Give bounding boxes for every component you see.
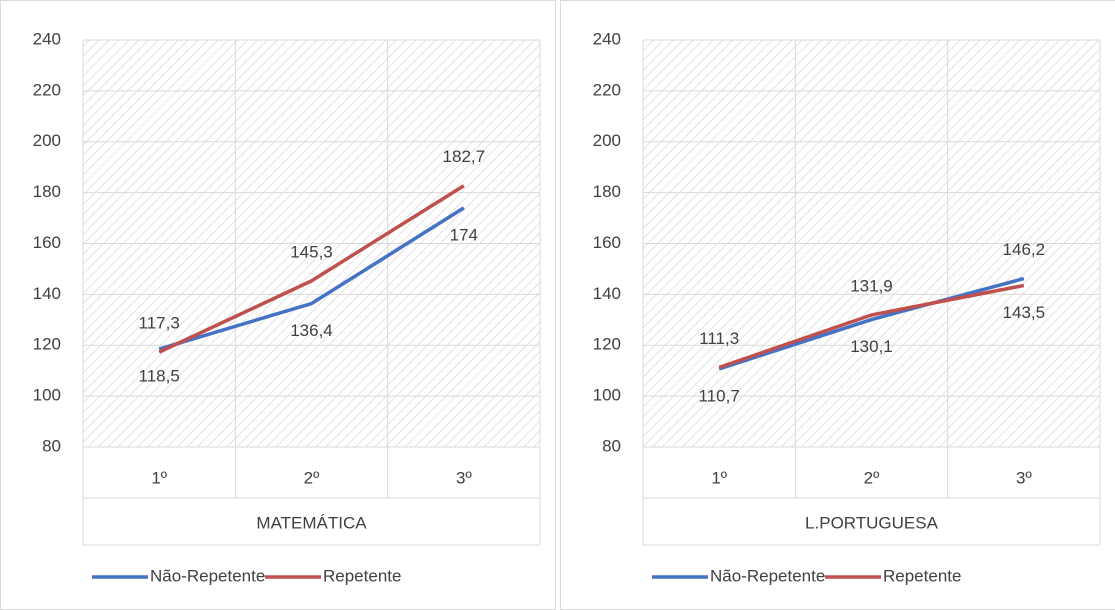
data-label: 136,4	[290, 321, 333, 340]
y-tick-label: 240	[33, 29, 61, 48]
data-label: 111,3	[699, 329, 739, 348]
series-line	[718, 283, 1025, 370]
x-tick-label: 3º	[1016, 468, 1032, 487]
y-tick-label: 80	[42, 436, 61, 455]
legend-label: Não-Repetente	[710, 566, 825, 585]
y-tick-label: 100	[593, 386, 621, 405]
y-tick-label: 240	[593, 29, 621, 48]
x-tick-label: 1º	[711, 468, 727, 487]
y-tick-label: 220	[593, 80, 621, 99]
y-tick-label: 160	[593, 233, 621, 252]
series-line	[158, 206, 465, 351]
x-tick-label: 3º	[456, 468, 472, 487]
y-tick-label: 80	[602, 436, 621, 455]
y-tick-label: 120	[33, 335, 61, 354]
legend-label: Não-Repetente	[150, 566, 265, 585]
data-label: 110,7	[699, 386, 740, 405]
y-tick-label: 140	[33, 284, 61, 303]
data-label: 182,7	[443, 147, 486, 166]
series-line	[158, 184, 465, 354]
data-label: 130,1	[850, 337, 893, 356]
y-tick-label: 200	[593, 131, 621, 150]
data-label: 146,2	[1003, 240, 1046, 259]
data-label: 117,3	[139, 314, 180, 333]
data-label: 118,5	[139, 367, 180, 386]
data-label: 145,3	[290, 242, 333, 261]
data-label: 143,5	[1003, 303, 1046, 322]
data-label: 131,9	[850, 276, 893, 295]
legend-label: Repetente	[883, 566, 961, 585]
y-tick-label: 180	[33, 182, 61, 201]
x-tick-label: 2º	[864, 468, 880, 487]
data-label: 174	[450, 225, 478, 244]
y-tick-label: 100	[33, 386, 61, 405]
x-tick-label: 2º	[304, 468, 320, 487]
y-tick-label: 140	[593, 284, 621, 303]
y-tick-label: 180	[593, 182, 621, 201]
category-group-label: MATEMÁTICA	[256, 513, 367, 532]
y-tick-label: 200	[33, 131, 61, 150]
y-tick-label: 160	[33, 233, 61, 252]
series-line	[718, 276, 1025, 371]
y-tick-label: 120	[593, 335, 621, 354]
y-tick-label: 220	[33, 80, 61, 99]
category-group-label: L.PORTUGUESA	[805, 513, 939, 532]
legend-label: Repetente	[323, 566, 401, 585]
x-tick-label: 1º	[151, 468, 167, 487]
